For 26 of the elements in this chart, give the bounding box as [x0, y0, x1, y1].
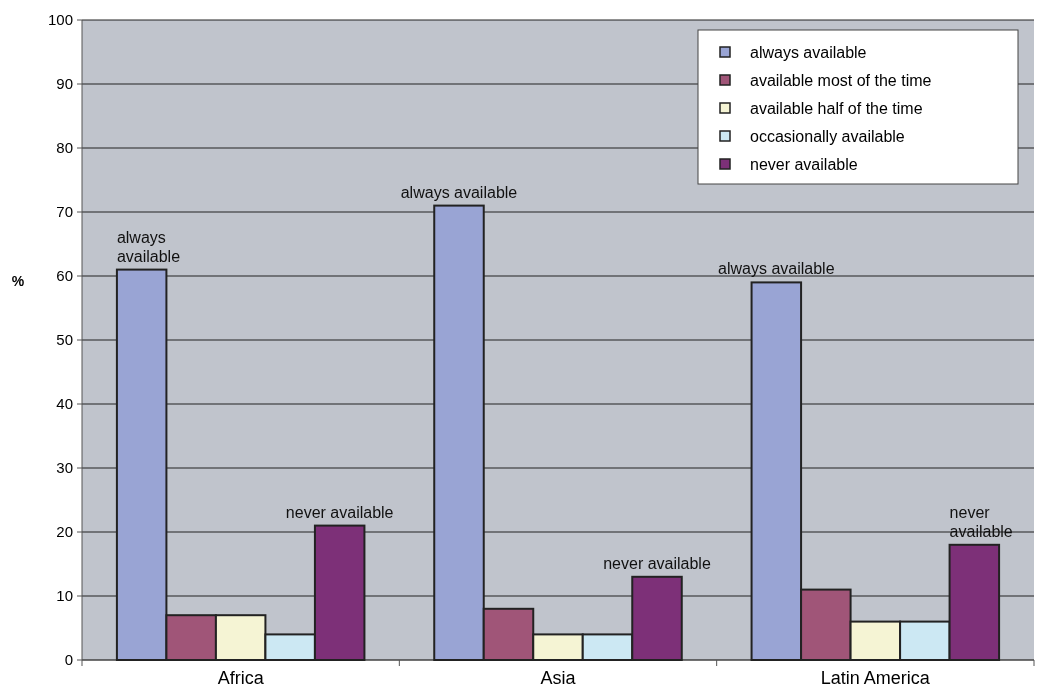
y-tick-label: 40: [56, 395, 73, 413]
x-tick-label: Africa: [217, 668, 265, 688]
data-label: never available: [949, 503, 1013, 540]
legend-label: always available: [750, 43, 867, 61]
y-tick-label: 100: [47, 11, 73, 29]
y-tick-label: 10: [56, 587, 73, 605]
x-tick-label: Asia: [540, 668, 577, 688]
legend-label: never available: [750, 155, 858, 173]
legend-label: available most of the time: [750, 71, 932, 89]
y-tick-label: 60: [56, 267, 73, 285]
x-tick-label: Latin America: [820, 668, 931, 688]
y-tick-label: 50: [56, 331, 73, 349]
data-label: always available: [116, 228, 181, 265]
data-label: always available: [400, 183, 518, 201]
data-label: always available: [718, 260, 835, 278]
y-tick-label: 90: [56, 75, 73, 93]
data-label: never available: [285, 503, 394, 521]
legend-label: available half of the time: [750, 99, 923, 117]
legend-label: occasionally available: [750, 127, 905, 145]
y-axis-title: %: [11, 273, 25, 289]
y-tick-label: 30: [56, 459, 73, 477]
y-tick-label: 0: [64, 651, 73, 669]
y-tick-label: 20: [56, 523, 73, 541]
data-label: never available: [603, 554, 711, 572]
y-tick-label: 80: [56, 139, 73, 157]
y-tick-label: 70: [56, 203, 73, 221]
